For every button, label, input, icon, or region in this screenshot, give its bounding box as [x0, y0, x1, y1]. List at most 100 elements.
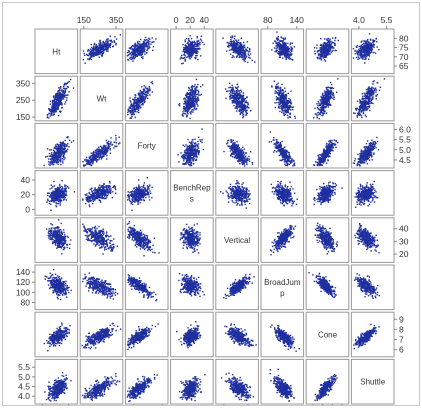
scatter-point — [197, 92, 200, 94]
scatter-point — [141, 47, 143, 50]
scatter-point — [100, 54, 103, 57]
scatter-point — [151, 37, 153, 39]
scatter-point — [195, 78, 198, 81]
scatter-point — [102, 43, 104, 45]
scatter-point — [370, 44, 373, 47]
scatter-point — [237, 54, 239, 56]
scatter-point — [189, 111, 191, 113]
scatter-point — [368, 51, 371, 53]
scatter-point — [183, 47, 185, 49]
scatter-point — [62, 87, 65, 89]
scatter-point — [91, 52, 93, 55]
scatter-point — [193, 104, 196, 106]
scatter-point — [328, 39, 330, 41]
scatter-point — [194, 41, 196, 44]
scatter-point — [136, 45, 139, 47]
scatter-point — [189, 47, 191, 49]
scatter-point — [129, 111, 132, 114]
scatter-point — [49, 155, 51, 157]
scatter-point — [275, 42, 277, 44]
scatter-point — [234, 52, 236, 54]
scatter-point — [195, 50, 198, 52]
scatter-point — [188, 48, 191, 51]
scatter-point — [98, 46, 101, 48]
scatter-point — [368, 55, 371, 57]
scatter-point — [56, 93, 58, 95]
scatter-point — [280, 98, 282, 101]
scatter-point — [328, 42, 331, 44]
scatter-point — [186, 49, 189, 51]
scatter-point — [94, 149, 97, 152]
scatter-point — [190, 105, 193, 107]
scatter-point — [67, 136, 69, 138]
scatter-point — [135, 51, 137, 53]
scatter-point — [105, 44, 107, 46]
scatter-point — [235, 42, 238, 45]
scatter-point — [107, 38, 109, 40]
scatter-point — [104, 41, 106, 44]
scatter-point — [194, 84, 196, 86]
scatter-point — [246, 96, 248, 99]
scatter-point — [155, 38, 157, 40]
scatter-point — [51, 100, 54, 102]
scatter-point — [101, 47, 103, 50]
scatter-point — [325, 55, 327, 57]
scatter-point — [376, 46, 378, 48]
scatter-point — [329, 103, 331, 106]
scatter-point — [238, 53, 240, 55]
scatter-point — [194, 43, 196, 45]
scatter-point — [129, 48, 132, 50]
scatter-point — [137, 103, 139, 106]
scatter-point — [96, 46, 99, 49]
scatter-point — [152, 49, 154, 52]
scatter-point — [279, 39, 281, 42]
scatter-point — [234, 45, 237, 48]
scatter-point — [324, 44, 327, 47]
scatter-point — [185, 105, 188, 108]
scatter-point — [64, 101, 67, 103]
scatter-point — [281, 103, 283, 105]
scatter-point — [238, 101, 241, 103]
scatter-point — [236, 48, 239, 50]
scatter-point — [56, 94, 58, 97]
scatter-point — [242, 58, 244, 60]
scatter-point — [358, 99, 361, 101]
scatter-point — [361, 43, 364, 46]
scatter-point — [134, 54, 136, 56]
scatter-point — [193, 94, 196, 96]
scatter-point — [320, 51, 322, 53]
panel-points-wt-vs-ht — [46, 78, 75, 119]
scatter-point — [190, 50, 192, 53]
scatter-point — [241, 56, 243, 59]
scatter-point — [362, 100, 364, 103]
scatter-point — [243, 44, 245, 47]
scatter-point — [369, 94, 371, 96]
scatter-point — [133, 104, 135, 107]
scatter-point — [368, 106, 370, 108]
scatter-point — [105, 139, 108, 142]
scatter-point — [322, 114, 324, 116]
scatter-point — [235, 51, 238, 53]
scatter-point — [189, 35, 191, 37]
scatter-point — [48, 158, 50, 160]
scatter-point — [134, 116, 137, 119]
scatter-point — [374, 52, 377, 54]
scatter-point — [88, 58, 91, 60]
scatter-point — [90, 46, 93, 49]
scatter-point — [281, 107, 283, 109]
scatter-point — [141, 43, 144, 45]
scatter-point — [59, 150, 62, 152]
scatter-point — [323, 54, 325, 56]
scatter-point — [329, 41, 331, 43]
scatter-point — [321, 45, 324, 47]
scatter-point — [283, 105, 286, 107]
scatter-point — [185, 99, 187, 101]
scatter-point — [364, 98, 367, 100]
scatter-point — [56, 161, 59, 164]
scatter-point — [292, 59, 294, 61]
scatter-point — [133, 46, 135, 48]
scatter-point — [358, 48, 360, 51]
scatter-point — [330, 83, 333, 86]
scatter-point — [59, 88, 61, 91]
scatter-point — [145, 93, 147, 96]
